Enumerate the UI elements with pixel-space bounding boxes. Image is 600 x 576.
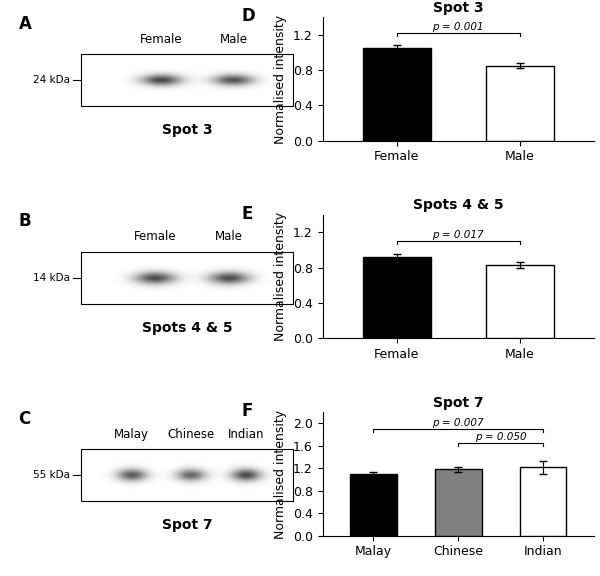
Y-axis label: Normalised intensity: Normalised intensity [274, 14, 287, 143]
Bar [486, 265, 554, 338]
Text: Spot 3: Spot 3 [161, 123, 212, 138]
Text: A: A [19, 15, 31, 33]
Text: E: E [241, 205, 253, 223]
Text: Spots 4 & 5: Spots 4 & 5 [142, 321, 232, 335]
Text: p = 0.050: p = 0.050 [475, 432, 527, 442]
Text: C: C [19, 410, 31, 428]
Text: D: D [241, 7, 255, 25]
Text: Indian: Indian [228, 427, 265, 441]
Text: F: F [241, 403, 253, 420]
Text: B: B [19, 213, 31, 230]
Text: 14 kDa: 14 kDa [33, 272, 70, 283]
Text: Chinese: Chinese [167, 427, 215, 441]
Text: Spot 7: Spot 7 [161, 518, 212, 532]
Text: p = 0.007: p = 0.007 [433, 418, 484, 428]
Y-axis label: Normalised intensity: Normalised intensity [274, 410, 287, 539]
Bar [362, 48, 431, 141]
Text: p = 0.017: p = 0.017 [433, 230, 484, 240]
Text: Male: Male [220, 33, 247, 46]
Bar [362, 257, 431, 338]
Bar [81, 54, 293, 106]
Y-axis label: Normalised intensity: Normalised intensity [274, 212, 287, 341]
Title: Spots 4 & 5: Spots 4 & 5 [413, 198, 503, 212]
Text: 24 kDa: 24 kDa [33, 75, 70, 85]
Text: Female: Female [140, 33, 183, 46]
Text: Malay: Malay [115, 427, 149, 441]
Title: Spot 7: Spot 7 [433, 396, 484, 410]
Text: Female: Female [134, 230, 176, 243]
Bar [435, 469, 482, 536]
Text: Male: Male [215, 230, 243, 243]
Bar [81, 252, 293, 304]
Text: 55 kDa: 55 kDa [33, 470, 70, 480]
Bar [350, 474, 397, 536]
Title: Spot 3: Spot 3 [433, 1, 484, 15]
Bar [520, 467, 566, 536]
Text: p = 0.001: p = 0.001 [433, 22, 484, 32]
Bar [486, 66, 554, 141]
Bar [81, 449, 293, 501]
